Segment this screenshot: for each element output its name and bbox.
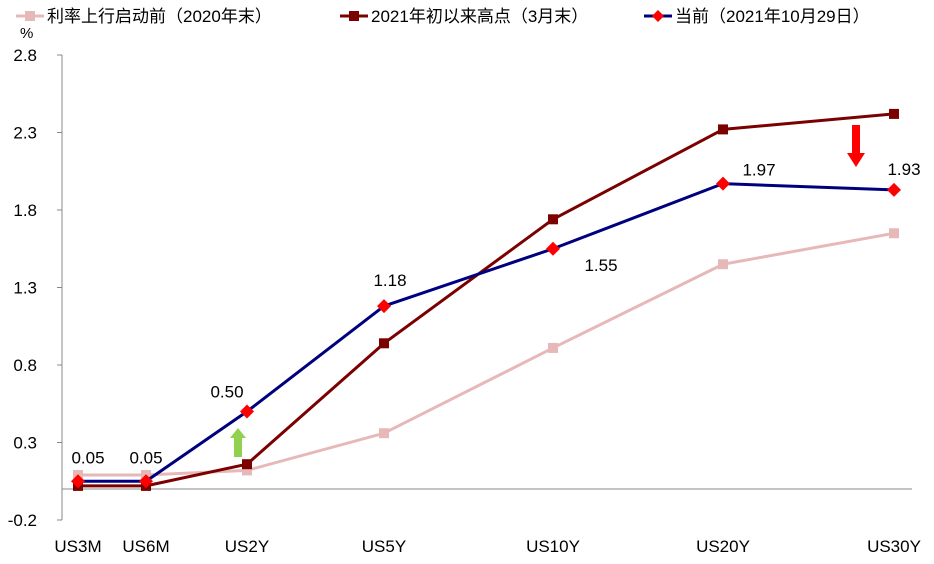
- data-point: [379, 338, 389, 349]
- data-label: 1.97: [742, 161, 775, 180]
- data-point: [240, 404, 254, 419]
- chart-axes: 2.8 2.3 1.8 1.3 0.8 0.3 -0.2 US3M US6M US2Y US5Y US…: [8, 46, 921, 556]
- y-tick-label: 0.8: [13, 356, 37, 375]
- chart-legend: 利率上行启动前（2020年末） 2021年初以来高点（3月末） 当前（2021年10…: [16, 7, 870, 26]
- data-label: 0.05: [129, 448, 162, 467]
- series-layer: [71, 108, 901, 491]
- series-line: [78, 182, 895, 483]
- legend-label: 利率上行启动前（2020年末）: [47, 7, 272, 26]
- data-label: 1.93: [887, 160, 920, 179]
- data-point: [379, 428, 389, 439]
- x-tick-label: US6M: [122, 537, 169, 556]
- increase-arrow-icon: [230, 428, 246, 457]
- legend-item: 2021年初以来高点（3月末）: [340, 7, 588, 26]
- data-point: [887, 182, 901, 197]
- y-tick-label: -0.2: [8, 511, 37, 530]
- y-tick-label: 0.3: [13, 434, 37, 453]
- x-tick-label: US10Y: [526, 537, 580, 556]
- series: [71, 176, 901, 489]
- x-tick-label: US20Y: [696, 537, 750, 556]
- data-point: [71, 474, 85, 489]
- data-label: 1.18: [373, 271, 406, 290]
- data-label: 1.55: [584, 256, 617, 275]
- data-point: [548, 214, 558, 225]
- decrease-arrow-icon: [847, 125, 865, 167]
- legend-item: 当前（2021年10月29日）: [644, 7, 870, 26]
- x-tick-label: US2Y: [225, 537, 269, 556]
- data-point: [242, 465, 252, 476]
- data-label: 0.50: [210, 383, 243, 402]
- y-tick-label: 1.3: [13, 279, 37, 298]
- y-tick-label: 2.8: [13, 46, 37, 65]
- y-tick-label: 1.8: [13, 201, 37, 220]
- data-label-layer: 0.05 0.05 0.50 1.18 1.55 1.97 1.93: [71, 160, 920, 467]
- y-tick-label: 2.3: [13, 124, 37, 143]
- y-axis-unit-label: %: [20, 25, 33, 42]
- data-point: [718, 124, 728, 135]
- x-tick-label: US3M: [54, 537, 101, 556]
- data-point: [889, 228, 899, 239]
- data-point: [377, 299, 391, 314]
- data-point: [548, 342, 558, 353]
- annotation-layer: [230, 125, 865, 457]
- x-tick-label: US5Y: [362, 537, 406, 556]
- legend-marker: [25, 11, 35, 21]
- data-point: [242, 459, 252, 470]
- data-label: 0.05: [71, 448, 104, 467]
- data-point: [546, 241, 560, 256]
- data-point: [718, 259, 728, 270]
- legend-marker: [652, 10, 664, 22]
- data-point: [139, 474, 153, 489]
- legend-marker: [349, 11, 359, 21]
- data-point: [716, 176, 730, 191]
- data-point: [889, 108, 899, 119]
- legend-item: 利率上行启动前（2020年末）: [16, 7, 272, 26]
- legend-label: 当前（2021年10月29日）: [675, 7, 870, 26]
- legend-label: 2021年初以来高点（3月末）: [371, 7, 588, 26]
- x-tick-label: US30Y: [867, 537, 921, 556]
- series: [73, 228, 899, 481]
